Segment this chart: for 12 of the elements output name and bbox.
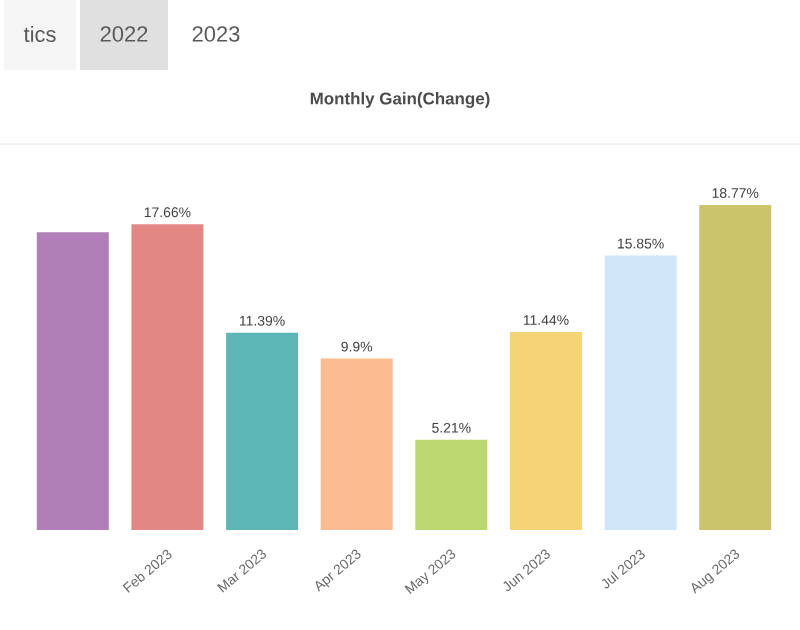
bar bbox=[604, 255, 677, 530]
bar bbox=[415, 439, 488, 530]
bar bbox=[36, 232, 109, 530]
chart-title: Monthly Gain(Change) bbox=[310, 92, 490, 108]
text: tics bbox=[23, 25, 56, 43]
bar bbox=[320, 358, 393, 530]
text: 2023 bbox=[192, 26, 240, 42]
bar bbox=[131, 224, 204, 530]
bar bbox=[226, 332, 299, 530]
bar bbox=[509, 331, 582, 530]
bar bbox=[699, 205, 772, 530]
text: 2022 bbox=[100, 26, 148, 42]
